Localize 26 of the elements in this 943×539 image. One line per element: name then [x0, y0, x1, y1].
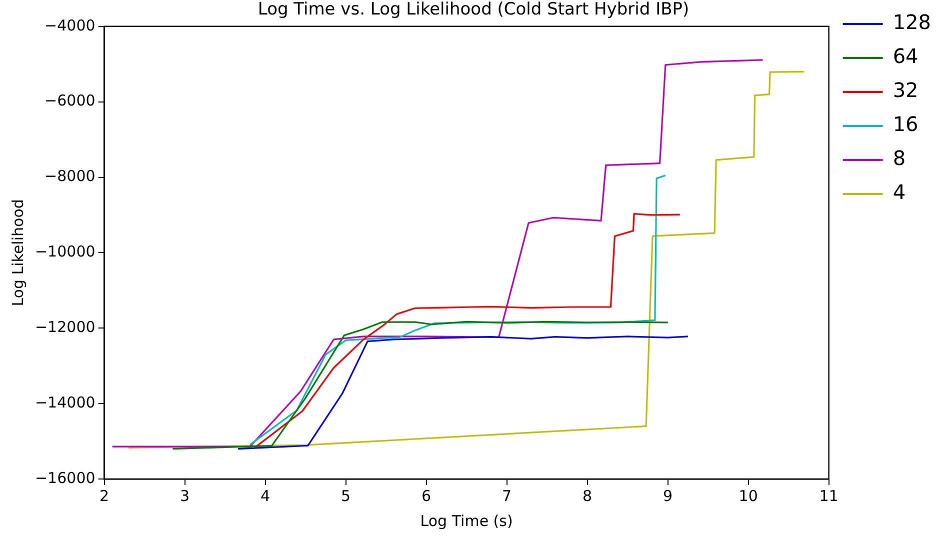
y-axis-title: Log Likelihood — [8, 199, 27, 306]
x-tick-label: 4 — [260, 486, 270, 505]
x-tick-label: 2 — [100, 486, 110, 505]
x-tick-label: 3 — [180, 486, 190, 505]
x-tick-label: 6 — [422, 486, 432, 505]
y-tick-label: −6000 — [44, 92, 96, 110]
y-tick-label: −10000 — [34, 242, 96, 261]
x-tick-label: 11 — [819, 486, 838, 505]
y-tick-label: −8000 — [44, 167, 96, 186]
legend-label: 8 — [892, 146, 906, 170]
x-tick-label: 10 — [738, 486, 758, 505]
legend-label: 64 — [892, 44, 918, 68]
x-tick-label: 5 — [341, 486, 351, 505]
y-tick-label: −14000 — [34, 393, 96, 412]
legend-label: 16 — [892, 112, 918, 136]
x-tick-label: 8 — [582, 486, 592, 505]
legend-label: 128 — [892, 10, 932, 34]
y-tick-label: −16000 — [34, 468, 96, 487]
legend-label: 4 — [892, 180, 906, 204]
x-tick-label: 9 — [663, 486, 673, 505]
x-tick-label: 7 — [502, 486, 512, 505]
y-tick-label: −12000 — [34, 318, 96, 336]
x-axis-title: Log Time (s) — [420, 512, 513, 530]
y-tick-label: −4000 — [44, 16, 96, 34]
chart-title: Log Time vs. Log Likelihood (Cold Start Hybrid IBP) — [258, 0, 690, 20]
legend-label: 32 — [892, 78, 918, 102]
